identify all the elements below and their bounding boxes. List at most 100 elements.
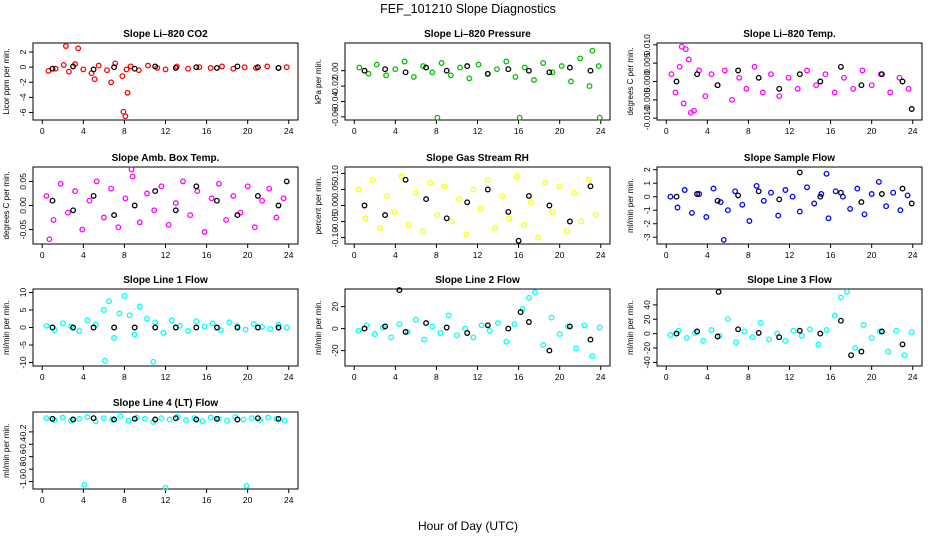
data-point [208, 195, 215, 202]
data-point [193, 324, 200, 331]
data-point [447, 72, 454, 79]
data-point [847, 205, 854, 212]
data-point [166, 416, 173, 423]
data-point [254, 64, 261, 71]
data-point [365, 70, 372, 77]
data-point [687, 109, 694, 116]
data-point [694, 328, 701, 335]
data-point [445, 312, 452, 319]
y-axis-label: ml/min per min. [626, 178, 635, 233]
data-point [76, 415, 83, 422]
data-point [234, 63, 241, 70]
data-point [136, 219, 143, 226]
data-point [678, 43, 685, 50]
data-point [768, 189, 774, 196]
panel-title: Slope Gas Stream RH [426, 153, 529, 164]
data-point [681, 187, 688, 193]
data-point [512, 73, 519, 80]
data-point [899, 341, 906, 348]
y-axis-label: Licor ppm per min. [2, 48, 11, 114]
series-line-samples [361, 63, 594, 77]
x-tick-label: 24 [908, 372, 918, 382]
data-point [43, 415, 50, 422]
data-point [126, 312, 133, 319]
data-point [371, 331, 378, 338]
data-point [254, 192, 261, 199]
data-point [116, 310, 123, 317]
series-all-samples [667, 288, 915, 359]
data-point [70, 63, 77, 70]
data-point [503, 338, 510, 345]
panel-8: Slope Line 2 Flow ml/min per min. 0 4 8 12 16 2… [314, 275, 611, 382]
series-line-samples [361, 176, 594, 244]
data-point [840, 74, 847, 81]
data-point [667, 332, 674, 339]
data-point [517, 309, 524, 316]
data-point [120, 108, 127, 115]
data-point [505, 325, 512, 332]
data-point [724, 316, 731, 323]
data-point [790, 327, 797, 334]
y-tick-label: -0.04 [330, 92, 340, 112]
data-point [50, 216, 57, 223]
x-tick-label: 0 [664, 250, 669, 260]
data-point [837, 317, 844, 324]
data-point [65, 68, 72, 75]
x-tick-label: 0 [664, 126, 669, 136]
data-point [369, 176, 376, 183]
y-tick-label: 0.05 [18, 173, 28, 190]
series-line-samples [673, 169, 915, 207]
data-point [273, 214, 280, 221]
data-point [868, 191, 875, 197]
data-point [477, 205, 484, 212]
y-tick-label: -10 [18, 356, 28, 369]
data-point [90, 324, 97, 331]
x-tick-label: 8 [434, 126, 439, 136]
data-point [392, 66, 399, 73]
data-point [595, 63, 602, 70]
data-point [817, 78, 824, 85]
x-tick-label: 0 [40, 372, 45, 382]
data-point [281, 417, 288, 424]
data-point [185, 328, 192, 334]
data-point [708, 327, 715, 333]
y-tick-label: -0.2 [18, 424, 28, 439]
data-point [492, 225, 498, 231]
data-point [899, 78, 906, 85]
data-point [883, 203, 890, 210]
data-point [59, 414, 66, 421]
data-point [753, 182, 760, 189]
data-point [131, 415, 138, 422]
data-point [49, 415, 56, 422]
data-point [84, 414, 91, 420]
x-tick-label: 8 [746, 250, 751, 260]
data-point [720, 236, 727, 243]
x-tick-label: 12 [161, 372, 171, 382]
plot-frame [32, 411, 299, 490]
data-point [860, 322, 867, 328]
data-point [688, 209, 695, 216]
data-point [804, 67, 810, 74]
data-point [587, 336, 594, 343]
data-point [680, 100, 687, 107]
data-point [421, 336, 428, 343]
y-tick-label: 0.05 [330, 181, 340, 198]
data-point [410, 73, 417, 80]
data-point [93, 178, 100, 185]
data-point [90, 415, 97, 422]
x-tick-label: 16 [202, 495, 212, 505]
panel-1: Slope Li–820 CO2 Licor ppm per min. 0 4 8 12 1… [2, 29, 299, 136]
data-point [49, 197, 56, 204]
data-point [804, 184, 810, 191]
series-line-samples [49, 415, 282, 423]
data-point [402, 69, 409, 76]
series-all-samples [45, 43, 290, 120]
data-point [241, 64, 248, 71]
data-point [685, 56, 692, 63]
data-point [355, 327, 362, 334]
data-point [283, 64, 290, 71]
data-point [196, 64, 203, 71]
data-point [844, 288, 850, 295]
